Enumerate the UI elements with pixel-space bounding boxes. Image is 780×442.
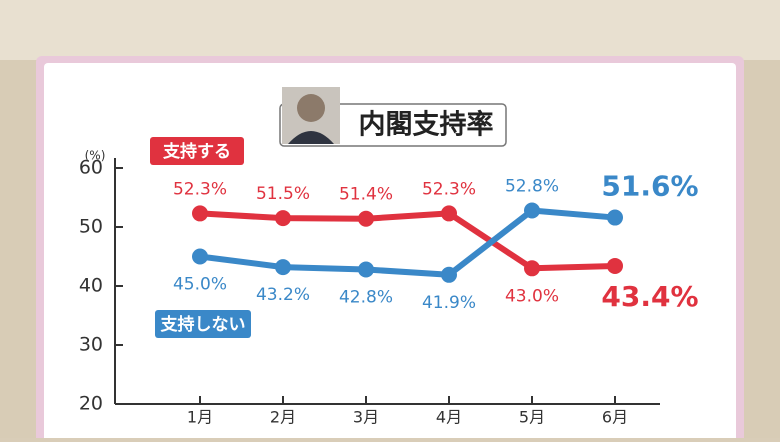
portrait-suit bbox=[288, 131, 334, 144]
value-label: 42.8% bbox=[339, 287, 393, 307]
point bbox=[524, 260, 540, 277]
y-tick-label: 50 bbox=[79, 216, 103, 238]
point bbox=[358, 210, 374, 227]
point bbox=[441, 205, 457, 222]
point bbox=[607, 257, 623, 274]
legend-label: 支持する bbox=[163, 141, 231, 162]
point bbox=[441, 266, 457, 283]
series-line bbox=[199, 210, 616, 272]
value-label: 43.2% bbox=[256, 285, 310, 305]
value-label-current: 51.6% bbox=[601, 170, 698, 203]
x-tick-label: 5月 bbox=[519, 408, 545, 427]
y-tick-label: 60 bbox=[79, 157, 103, 179]
point bbox=[524, 202, 540, 219]
x-tick-label: 4月 bbox=[436, 408, 462, 427]
point bbox=[192, 248, 208, 265]
value-label: 52.3% bbox=[422, 179, 476, 199]
x-tick-label: 1月 bbox=[187, 408, 213, 427]
x-tick-label: 2月 bbox=[270, 408, 296, 427]
y-tick-label: 40 bbox=[79, 275, 103, 297]
point bbox=[358, 261, 374, 278]
value-label: 41.9% bbox=[422, 293, 476, 313]
legend-label: 支持しない bbox=[161, 314, 246, 335]
point bbox=[275, 259, 291, 276]
value-label: 52.8% bbox=[505, 176, 559, 196]
x-tick-label: 3月 bbox=[353, 408, 379, 427]
value-label: 45.0% bbox=[173, 275, 227, 295]
value-label: 52.3% bbox=[173, 179, 227, 199]
y-tick-label: 30 bbox=[79, 334, 103, 356]
point bbox=[607, 209, 623, 226]
value-label: 43.0% bbox=[505, 286, 559, 306]
legend-box bbox=[150, 137, 244, 165]
legend-box bbox=[155, 310, 251, 338]
y-tick-label: 20 bbox=[79, 393, 103, 415]
value-label: 51.5% bbox=[256, 184, 310, 204]
unit-label: (%) bbox=[85, 149, 106, 163]
x-tick-label: 6月 bbox=[602, 408, 628, 427]
value-label: 51.4% bbox=[339, 185, 393, 205]
point bbox=[275, 210, 291, 227]
value-label-current: 43.4% bbox=[601, 280, 698, 313]
point bbox=[192, 205, 208, 222]
chart-title: 内閣支持率 bbox=[359, 109, 494, 141]
series-line bbox=[199, 207, 616, 278]
studio-wall bbox=[0, 0, 780, 60]
portrait-head bbox=[297, 94, 325, 122]
